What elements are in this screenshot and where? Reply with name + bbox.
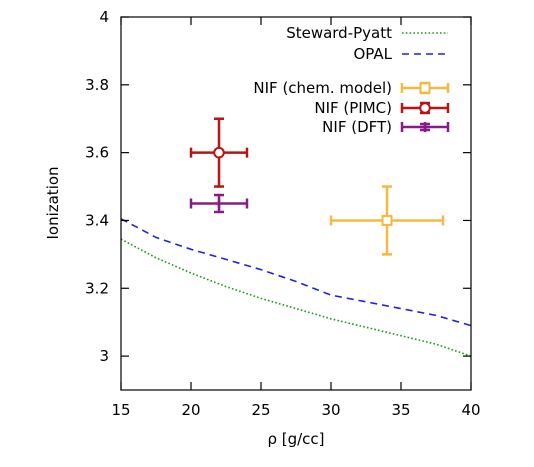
y-tick-label: 3.4 <box>85 211 109 229</box>
point-nif-pimc-marker <box>213 146 225 159</box>
legend-nif-pimc-label: NIF (PIMC) <box>314 99 392 117</box>
y-tick-label: 4 <box>99 8 109 26</box>
y-axis: 3 3.2 3.4 3.6 3.8 4 <box>85 8 471 365</box>
x-tick-label: 35 <box>391 401 410 419</box>
x-tick-label: 20 <box>181 401 200 419</box>
point-nif-chem-model-marker <box>381 214 393 226</box>
series-steward-pyatt <box>120 238 472 357</box>
x-axis: 15 20 25 30 35 40 <box>111 17 481 419</box>
legend-steward-pyatt-label: Steward-Pyatt <box>286 24 392 42</box>
legend: Steward-Pyatt OPAL NIF (chem. model) NIF (P… <box>253 24 450 136</box>
y-tick-label: 3.2 <box>85 279 109 297</box>
x-tick-label: 40 <box>461 401 480 419</box>
x-tick-label: 15 <box>111 401 130 419</box>
series-layer <box>120 218 472 357</box>
legend-nif-chem-model-label: NIF (chem. model) <box>253 79 392 97</box>
legend-opal-label: OPAL <box>353 45 392 63</box>
y-tick-label: 3.6 <box>85 144 109 162</box>
plot-frame <box>120 16 472 391</box>
y-tick-label: 3 <box>99 347 109 365</box>
x-axis-label: ρ [g/cc] <box>267 430 324 448</box>
x-tick-label: 30 <box>321 401 340 419</box>
legend-nif-chem-model-marker <box>419 82 431 94</box>
y-tick-label: 3.8 <box>85 76 109 94</box>
legend-nif-dft-label: NIF (DFT) <box>322 118 392 136</box>
legend-nif-pimc-marker <box>419 102 431 114</box>
errorbar-layer <box>189 117 445 256</box>
y-axis-label: Ionization <box>44 166 62 239</box>
x-tick-label: 25 <box>251 401 270 419</box>
series-opal <box>120 218 472 327</box>
